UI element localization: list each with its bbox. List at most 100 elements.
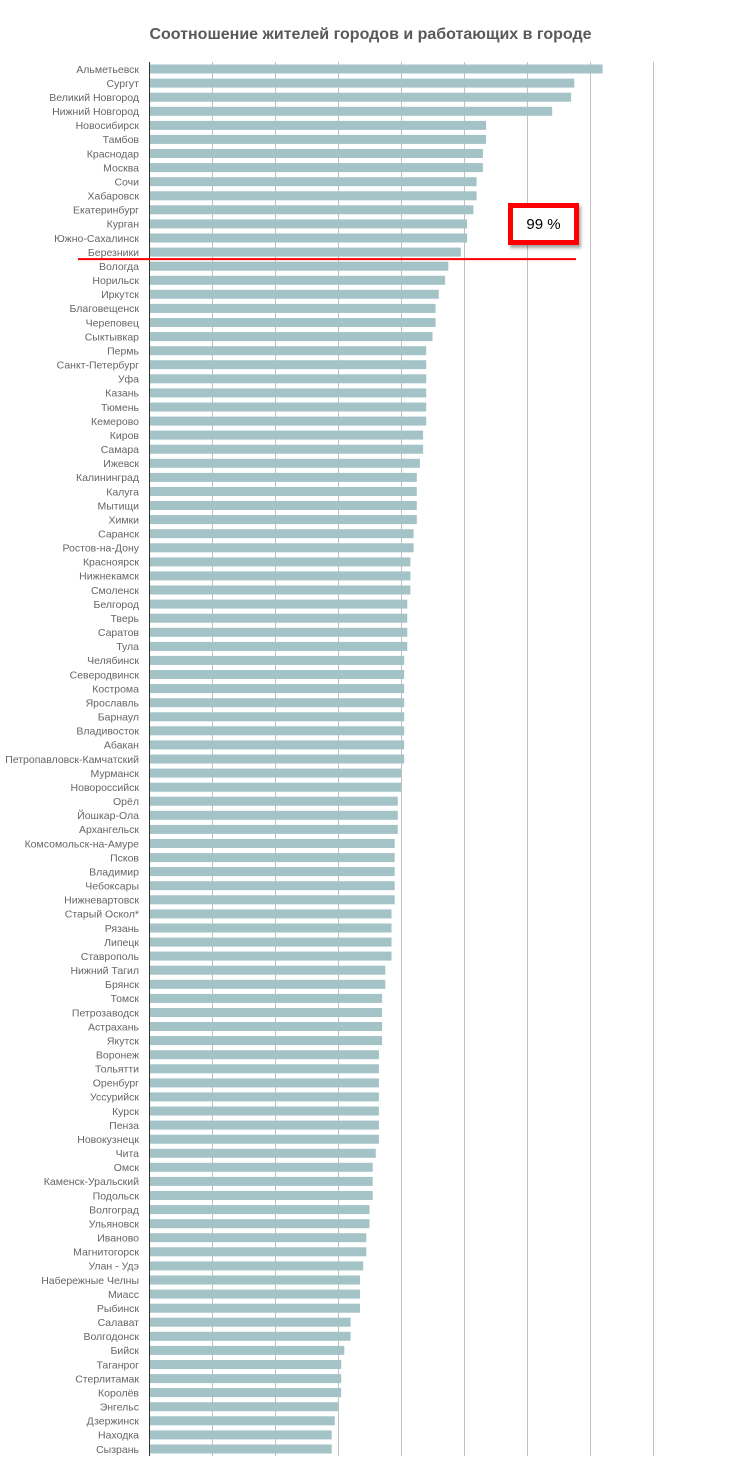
- category-label: Салават: [98, 1317, 140, 1329]
- bar: [149, 1148, 376, 1158]
- bars: [149, 64, 603, 1454]
- bar: [149, 205, 474, 215]
- bar: [149, 1402, 338, 1412]
- category-label: Ульяновск: [89, 1219, 140, 1231]
- chart-title: Соотношение жителей городов и работающих…: [149, 26, 592, 43]
- category-label: Уссурийск: [90, 1092, 139, 1104]
- bar: [149, 1374, 342, 1384]
- category-label: Пенза: [109, 1120, 139, 1132]
- bar: [149, 430, 424, 440]
- bar: [149, 472, 417, 482]
- category-label: Энгельс: [100, 1402, 139, 1414]
- category-label: Сыктывкар: [85, 331, 139, 343]
- category-label: Ярославль: [86, 698, 140, 710]
- category-label: Курган: [107, 219, 140, 231]
- category-label: Екатеринбург: [73, 205, 139, 217]
- bar: [149, 1261, 364, 1271]
- bar: [149, 1331, 351, 1341]
- bar: [149, 261, 449, 271]
- bar: [149, 796, 398, 806]
- category-label: Хабаровск: [88, 191, 140, 203]
- category-label: Благовещенск: [70, 303, 140, 315]
- annotation-box: 99 %: [508, 203, 579, 245]
- category-label: Череповец: [86, 317, 139, 329]
- bar: [149, 585, 411, 595]
- bar: [149, 571, 411, 581]
- bar: [149, 1092, 379, 1102]
- category-label: Таганрог: [96, 1359, 139, 1371]
- category-label: Омск: [114, 1162, 140, 1174]
- category-label: Южно-Сахалинск: [54, 233, 139, 245]
- category-label: Калуга: [106, 486, 139, 498]
- bar: [149, 613, 408, 623]
- category-label: Березники: [88, 247, 139, 259]
- bar: [149, 726, 405, 736]
- category-label: Тула: [116, 641, 139, 653]
- category-label: Белгород: [93, 599, 139, 611]
- annotation-label: 99 %: [526, 215, 561, 233]
- category-label: Набережные Челны: [41, 1275, 139, 1287]
- bar: [149, 360, 427, 370]
- category-label: Владимир: [89, 866, 139, 878]
- category-label: Волгодонск: [83, 1331, 139, 1343]
- bar: [149, 909, 392, 919]
- category-label: Дзержинск: [87, 1416, 140, 1428]
- bar: [149, 557, 411, 567]
- bar: [149, 1360, 342, 1369]
- bar: [149, 501, 417, 510]
- category-label: Мурманск: [90, 768, 139, 780]
- bar: [149, 754, 405, 764]
- category-label: Владивосток: [76, 726, 139, 738]
- category-label: Альметьевск: [76, 64, 139, 76]
- bar: [149, 655, 405, 665]
- bar: [149, 810, 398, 820]
- bar: [149, 332, 433, 342]
- category-label: Сочи: [114, 177, 139, 189]
- category-label: Киров: [110, 430, 140, 442]
- category-label: Тольятти: [95, 1064, 139, 1076]
- category-label: Сызрань: [96, 1444, 139, 1456]
- category-label: Оренбург: [93, 1078, 139, 1090]
- bar: [149, 1134, 379, 1144]
- bar: [149, 1176, 373, 1186]
- category-label: Иваново: [97, 1233, 139, 1245]
- category-label: Кострома: [92, 683, 139, 695]
- category-label: Нижневартовск: [64, 895, 139, 907]
- bar: [149, 881, 395, 891]
- category-label: Нижнекамск: [79, 571, 139, 583]
- category-label: Уфа: [118, 374, 139, 386]
- category-label: Самара: [101, 444, 139, 456]
- category-label: Иркутск: [101, 289, 139, 301]
- bar: [149, 318, 436, 327]
- bar: [149, 92, 572, 102]
- bar: [149, 768, 401, 778]
- category-label: Томск: [111, 993, 140, 1005]
- category-label: Королёв: [98, 1387, 139, 1399]
- category-label: Ростов-на-Дону: [63, 543, 140, 555]
- category-label: Бийск: [111, 1345, 140, 1357]
- bar: [149, 1008, 383, 1017]
- bar: [149, 627, 408, 637]
- category-label: Магнитогорск: [73, 1247, 139, 1259]
- category-label: Челябинск: [87, 655, 139, 667]
- bar: [149, 1444, 332, 1454]
- bar: [149, 1120, 379, 1130]
- bar: [149, 965, 386, 975]
- category-label: Казань: [105, 388, 139, 400]
- category-label: Саранск: [98, 529, 139, 541]
- category-label: Вологда: [99, 261, 139, 273]
- category-label: Абакан: [104, 740, 139, 752]
- bar: [149, 346, 427, 356]
- bar: [149, 1036, 383, 1046]
- bar: [149, 64, 603, 74]
- category-label: Сургут: [107, 78, 140, 90]
- category-label: Подольск: [93, 1190, 140, 1202]
- bar: [149, 402, 427, 412]
- bar: [149, 853, 395, 863]
- bar: [149, 1106, 379, 1116]
- bar: [149, 529, 414, 539]
- bar: [149, 289, 439, 299]
- bar: [149, 1219, 370, 1229]
- bar: [149, 1416, 335, 1426]
